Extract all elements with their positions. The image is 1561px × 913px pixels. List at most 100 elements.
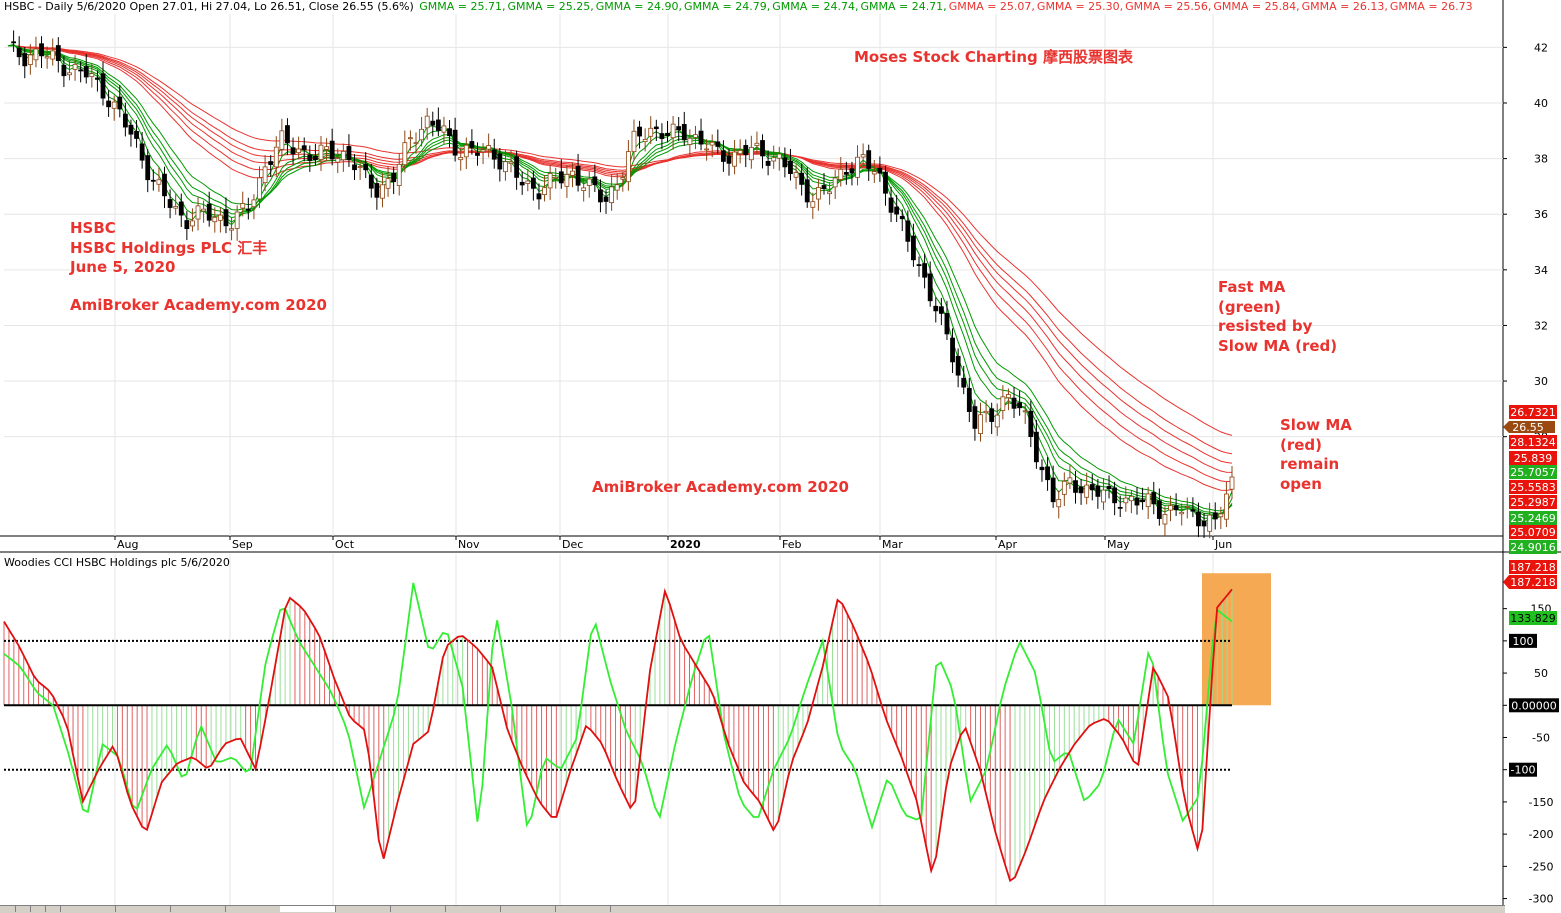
candle-body	[268, 161, 274, 165]
fast-ma-line-10	[7, 44, 1233, 516]
candle-body	[592, 176, 598, 186]
candle-body	[1123, 497, 1129, 504]
candle-body	[1151, 492, 1157, 505]
candle-body	[39, 43, 44, 57]
chart-header: HSBC - Daily 5/6/2020 Open 27.01, Hi 27.…	[4, 0, 1477, 13]
candle-body	[234, 211, 240, 229]
cci-tick-label--300: -300	[1529, 893, 1554, 906]
month-label-Oct: Oct	[335, 538, 355, 551]
candle-body	[983, 410, 989, 414]
last-price-tag	[1503, 421, 1555, 433]
candle-body	[424, 115, 430, 129]
candle-body	[1145, 493, 1151, 508]
fast-ma-last-label-1: 25.2469	[1510, 512, 1556, 525]
slow-ma-last-label-3-box	[1509, 480, 1557, 494]
gmma-value-3: GMMA = 24.79,	[683, 0, 771, 13]
cci-value-label-1-box	[1503, 575, 1557, 589]
candle-body	[279, 130, 285, 150]
candle-body	[1128, 495, 1134, 502]
candle-body	[927, 273, 933, 302]
candle-body	[335, 158, 341, 163]
candle-body	[301, 145, 307, 150]
candle-body	[771, 157, 777, 162]
candle-body	[178, 201, 184, 216]
month-label-Dec: Dec	[562, 538, 583, 551]
candle-body	[1006, 394, 1011, 399]
candle-body	[78, 69, 84, 72]
candle-body	[1028, 410, 1034, 437]
candle-body	[307, 154, 313, 161]
candle-body	[922, 263, 928, 278]
candle-body	[911, 235, 916, 261]
candle-body	[95, 77, 100, 80]
candle-body	[50, 50, 56, 60]
candle-body	[61, 64, 67, 77]
candle-body	[223, 209, 229, 227]
candle-body	[737, 150, 743, 155]
candle-body	[452, 129, 458, 156]
gmma-value-0: GMMA = 25.71,	[419, 0, 506, 13]
candle-body	[245, 208, 251, 211]
candle-body	[726, 155, 732, 164]
candle-body	[547, 173, 553, 189]
candle-body	[961, 377, 967, 388]
candle-body	[843, 171, 849, 175]
slow-ma-last-label-4-box	[1509, 495, 1557, 509]
candle-body	[1050, 477, 1056, 503]
cci-histogram	[3, 589, 1233, 881]
candle-body	[16, 47, 22, 58]
candle-body	[938, 306, 944, 314]
cci-tick-label--200: -200	[1529, 828, 1554, 841]
cci-14-line	[3, 588, 1233, 883]
gmma-value-11: GMMA = 26.73	[1389, 0, 1473, 13]
candle-body	[648, 127, 654, 137]
candle-body	[285, 125, 290, 144]
candle-body	[603, 196, 609, 202]
cci-ref-label-100-box	[1509, 633, 1537, 648]
candle-body	[195, 205, 201, 220]
candle-body	[44, 56, 50, 59]
candle-body	[89, 73, 95, 78]
candle-body	[670, 123, 676, 139]
cci-value-label-0: 187.218	[1510, 561, 1556, 574]
cci-ref-label-0-box	[1509, 698, 1559, 713]
candle-body	[463, 144, 469, 158]
slow-ma-last-label-5: 25.0709	[1510, 526, 1556, 539]
cci-value-label-0-box	[1509, 560, 1557, 574]
candle-body	[994, 414, 1000, 428]
candle-body	[586, 178, 592, 186]
candle-body	[1084, 484, 1090, 498]
candle-body	[229, 228, 234, 231]
slow-ma-line-30	[7, 45, 1233, 491]
candle-body	[318, 144, 324, 160]
candle-body	[944, 312, 950, 335]
candle-body	[1078, 486, 1084, 494]
candle-body	[871, 171, 877, 175]
candle-body	[22, 53, 28, 67]
slow-ma-last-label-5-box	[1509, 525, 1557, 539]
candle-body	[352, 164, 357, 171]
candle-body	[480, 149, 486, 153]
candle-body	[257, 177, 262, 200]
candle-body	[1117, 506, 1123, 509]
candle-body	[715, 141, 721, 147]
academy-annotation-left: AmiBroker Academy.com 2020	[70, 296, 327, 314]
candle-body	[363, 163, 369, 171]
cci-tick-label--250: -250	[1529, 860, 1554, 873]
candle-body	[1196, 511, 1201, 527]
candle-body	[1162, 513, 1168, 525]
slow-ma-line-35	[7, 45, 1233, 483]
candle-body	[134, 131, 139, 139]
candle-body	[899, 216, 905, 220]
sheet-tab-bar[interactable]	[0, 905, 1505, 913]
candle-body	[760, 140, 765, 157]
candle-body	[251, 199, 257, 208]
candle-body	[1011, 397, 1017, 409]
cci-value-label-2: 133.829	[1510, 612, 1556, 625]
candle-body	[720, 150, 726, 162]
candle-body	[793, 172, 799, 178]
candle-body	[206, 203, 212, 221]
candle-body	[955, 355, 961, 376]
candle-body	[1033, 431, 1039, 463]
